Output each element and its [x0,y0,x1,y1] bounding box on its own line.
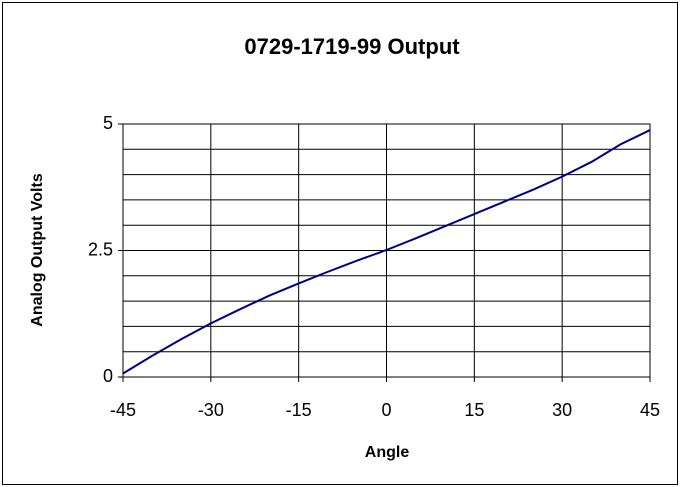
y-tick-label: 2.5 [88,239,113,259]
x-tick-label: 45 [640,400,660,420]
y-axis-label: Analog Output Volts [29,173,46,327]
x-tick-label: -15 [286,400,312,420]
y-tick-label: 5 [103,113,113,133]
chart-title: 0729-1719-99 Output [244,34,460,59]
x-tick-label: 0 [381,400,391,420]
data-line [122,129,651,375]
x-tick-label: 15 [464,400,484,420]
x-tick-label: 30 [552,400,572,420]
x-tick-label: -45 [110,400,136,420]
x-axis-label: Angle [365,444,410,461]
x-tick-label: -30 [198,400,224,420]
y-tick-label: 0 [103,366,113,386]
